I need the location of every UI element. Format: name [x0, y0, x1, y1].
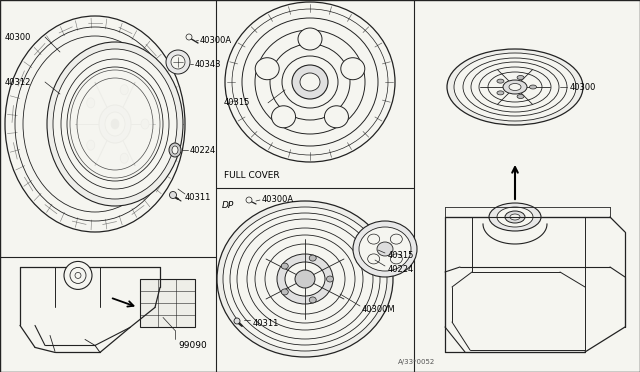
Text: DP: DP [222, 201, 234, 209]
Ellipse shape [326, 276, 333, 282]
Ellipse shape [292, 65, 328, 99]
Circle shape [234, 318, 240, 324]
Ellipse shape [300, 73, 320, 91]
Ellipse shape [23, 36, 167, 212]
Ellipse shape [255, 235, 355, 323]
Circle shape [64, 262, 92, 289]
Ellipse shape [390, 254, 403, 264]
Ellipse shape [281, 263, 288, 269]
Ellipse shape [517, 94, 524, 99]
Ellipse shape [447, 49, 583, 125]
Ellipse shape [324, 106, 348, 128]
Text: FULL COVER: FULL COVER [224, 171, 280, 180]
Text: 40311: 40311 [253, 318, 280, 327]
Ellipse shape [5, 16, 185, 232]
Ellipse shape [120, 85, 128, 95]
Text: 40300: 40300 [570, 83, 596, 92]
Ellipse shape [281, 289, 288, 295]
Ellipse shape [99, 105, 131, 143]
Ellipse shape [67, 67, 163, 181]
Text: 40224: 40224 [388, 264, 414, 273]
Ellipse shape [479, 67, 551, 107]
Ellipse shape [242, 18, 378, 146]
Ellipse shape [277, 254, 333, 304]
Ellipse shape [463, 58, 567, 116]
Ellipse shape [497, 91, 504, 95]
Text: A/33*0052: A/33*0052 [398, 359, 435, 365]
Ellipse shape [368, 234, 380, 244]
Circle shape [171, 55, 185, 69]
Ellipse shape [141, 119, 149, 129]
Ellipse shape [70, 70, 160, 178]
Ellipse shape [340, 58, 365, 80]
Ellipse shape [390, 234, 403, 244]
Ellipse shape [172, 146, 178, 154]
Text: 40343: 40343 [195, 60, 221, 68]
Ellipse shape [169, 143, 181, 157]
Ellipse shape [471, 62, 559, 112]
Text: 40311: 40311 [185, 192, 211, 202]
Ellipse shape [298, 28, 322, 50]
Ellipse shape [285, 262, 325, 296]
Ellipse shape [309, 255, 316, 261]
Ellipse shape [77, 78, 153, 170]
Text: 40224: 40224 [190, 145, 216, 154]
Ellipse shape [503, 80, 527, 94]
Ellipse shape [265, 244, 345, 314]
Ellipse shape [232, 9, 388, 155]
Ellipse shape [353, 221, 417, 277]
Ellipse shape [53, 49, 177, 199]
Circle shape [186, 34, 192, 40]
Ellipse shape [509, 83, 521, 90]
Circle shape [246, 197, 252, 203]
Ellipse shape [255, 58, 279, 80]
Ellipse shape [270, 44, 350, 120]
Ellipse shape [87, 140, 95, 150]
Ellipse shape [255, 30, 365, 134]
Ellipse shape [15, 27, 175, 221]
Ellipse shape [120, 153, 128, 163]
Ellipse shape [295, 270, 315, 288]
Ellipse shape [454, 53, 576, 121]
Ellipse shape [377, 242, 393, 256]
Ellipse shape [517, 76, 524, 80]
Ellipse shape [87, 98, 95, 108]
Ellipse shape [237, 219, 373, 339]
Circle shape [70, 267, 86, 283]
Ellipse shape [282, 56, 338, 108]
Ellipse shape [497, 207, 533, 227]
Ellipse shape [217, 201, 393, 357]
Ellipse shape [359, 227, 411, 271]
Text: 40300A: 40300A [200, 35, 232, 45]
Ellipse shape [111, 119, 119, 129]
Ellipse shape [223, 207, 387, 351]
Ellipse shape [247, 228, 363, 330]
Bar [140, 279, 195, 327]
Text: 40315: 40315 [388, 251, 414, 260]
Ellipse shape [225, 2, 395, 162]
Circle shape [75, 272, 81, 278]
Ellipse shape [105, 112, 125, 136]
Ellipse shape [488, 72, 542, 102]
Ellipse shape [497, 79, 504, 83]
Text: 40300M: 40300M [362, 305, 396, 314]
Ellipse shape [489, 203, 541, 231]
Text: 40300: 40300 [5, 32, 31, 42]
Ellipse shape [529, 85, 536, 89]
Ellipse shape [510, 214, 520, 220]
Circle shape [166, 50, 190, 74]
Ellipse shape [505, 211, 525, 223]
Ellipse shape [309, 297, 316, 303]
Text: 40300A: 40300A [262, 195, 294, 203]
Ellipse shape [230, 213, 380, 345]
Ellipse shape [61, 59, 169, 189]
Circle shape [170, 192, 177, 199]
Text: 99090: 99090 [178, 341, 207, 350]
Text: 40315: 40315 [224, 98, 250, 108]
Ellipse shape [368, 254, 380, 264]
Text: 40312: 40312 [5, 77, 31, 87]
Ellipse shape [271, 106, 296, 128]
Ellipse shape [47, 42, 183, 206]
